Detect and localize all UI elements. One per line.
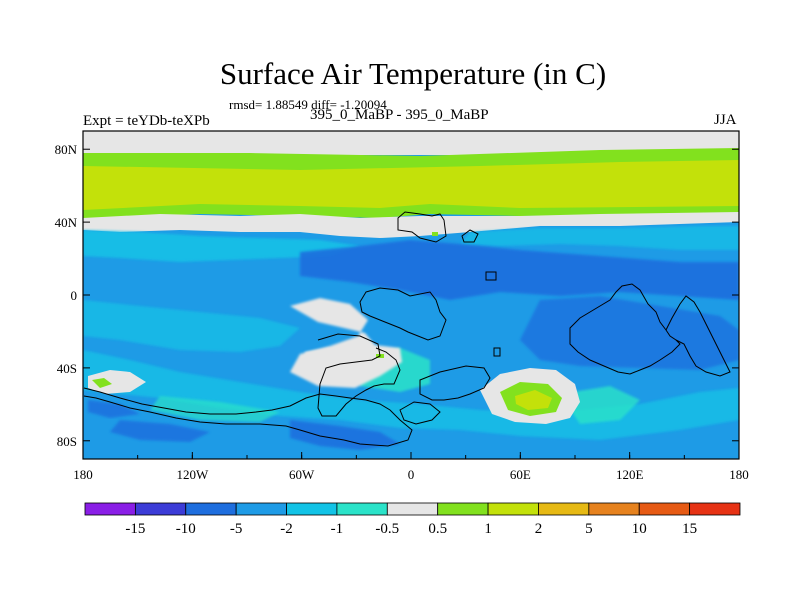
colorbar-swatch bbox=[386, 502, 439, 516]
outline-south-continent-mid bbox=[419, 365, 491, 401]
colorbar-swatch bbox=[235, 502, 287, 516]
lon-tick-label: 60W bbox=[289, 467, 315, 482]
field-cyan-southern-ocean bbox=[83, 350, 739, 440]
lon-tick-label: 120W bbox=[176, 467, 209, 482]
field-white-southwest bbox=[88, 370, 146, 394]
outline-southern-landmass bbox=[83, 387, 413, 447]
field-teal-indian bbox=[560, 386, 640, 424]
longitude-axis: 180 120W 60W 0 60E 120E 180 bbox=[73, 452, 749, 482]
colorbar-label: 2 bbox=[535, 521, 543, 537]
chart-title: Surface Air Temperature (in C) bbox=[219, 56, 607, 91]
experiment-label: Expt = teYDb-teXPb bbox=[83, 113, 210, 129]
colorbar-swatch bbox=[638, 502, 691, 516]
lat-tick-label: 80N bbox=[55, 142, 78, 157]
lat-tick-label: 40N bbox=[55, 215, 78, 230]
lon-tick-label: 180 bbox=[73, 467, 93, 482]
field-darkblue-indian bbox=[520, 296, 739, 370]
lat-tick-label: 80S bbox=[57, 434, 77, 449]
colorbar-label: 15 bbox=[682, 521, 697, 537]
colorbar-label: -1 bbox=[331, 521, 344, 537]
field-darkblue-south-1 bbox=[290, 420, 400, 450]
latitude-axis: 80N 40N 0 40S 80S bbox=[55, 142, 739, 449]
field-green-band-bottom bbox=[83, 204, 739, 220]
colorbar-label: -0.5 bbox=[375, 521, 399, 537]
colorbar-swatch bbox=[134, 502, 187, 516]
colorbar-swatch bbox=[84, 502, 136, 516]
outline-south-island-3 bbox=[399, 401, 441, 425]
lon-tick-label: 120E bbox=[616, 467, 644, 482]
colorbar-swatch bbox=[336, 502, 388, 516]
outline-south-continent-west bbox=[317, 333, 401, 417]
field-darkblue-south-2 bbox=[110, 420, 210, 442]
colorbar-label: 10 bbox=[632, 521, 647, 537]
lon-tick-label: 60E bbox=[510, 467, 531, 482]
subtitle-label: 395_0_MaBP - 395_0_MaBP bbox=[310, 107, 489, 123]
stats-label: rmsd= 1.88549 diff= -1.20094 bbox=[229, 97, 387, 112]
outline-east-continent-2 bbox=[665, 295, 731, 377]
outline-north-continent bbox=[397, 211, 447, 243]
outline-island-2 bbox=[485, 271, 497, 281]
outline-central-continent bbox=[359, 287, 447, 341]
lat-tick-label: 0 bbox=[71, 288, 78, 303]
field-cyan-north bbox=[83, 230, 360, 262]
colorbar-swatch bbox=[437, 502, 489, 516]
colorbar-swatch bbox=[538, 502, 590, 516]
field-yellow-south-indian bbox=[515, 390, 552, 410]
field-speck-2 bbox=[432, 232, 438, 236]
season-label: JJA bbox=[714, 112, 737, 128]
colorbar-label: -2 bbox=[280, 521, 293, 537]
colorbar-label: -10 bbox=[176, 521, 196, 537]
field-darkblue-south-3 bbox=[88, 400, 140, 418]
outline-island-4 bbox=[493, 347, 501, 357]
field-cyan-pacific bbox=[83, 300, 300, 352]
lat-tick-label: 40S bbox=[57, 361, 77, 376]
outline-north-island-1 bbox=[461, 229, 479, 243]
colorbar-label: -15 bbox=[125, 521, 145, 537]
temperature-field bbox=[83, 131, 739, 459]
lon-tick-label: 0 bbox=[408, 467, 415, 482]
field-white-band bbox=[83, 212, 739, 238]
field-white-atlantic bbox=[305, 348, 345, 380]
field-yellowgreen-band bbox=[83, 160, 739, 214]
colorbar-label: 0.5 bbox=[428, 521, 447, 537]
lon-tick-label: 180 bbox=[729, 467, 749, 482]
field-cyan-northeast bbox=[460, 226, 739, 250]
colorbar-swatch bbox=[487, 502, 539, 516]
colorbar-swatch bbox=[185, 502, 237, 516]
colorbar-label: -5 bbox=[230, 521, 243, 537]
colorbar-swatch bbox=[286, 502, 338, 516]
colorbar-label: 1 bbox=[484, 521, 492, 537]
colorbar: -15 -10 -5 -2 -1 -0.5 0.5 1 2 5 10 15 bbox=[84, 502, 741, 537]
colorbar-swatch bbox=[689, 502, 741, 516]
outline-east-continent bbox=[569, 283, 681, 375]
colorbar-swatch bbox=[588, 502, 640, 516]
field-teal-pacific bbox=[150, 396, 280, 422]
field-green-southwest bbox=[92, 378, 112, 388]
land-outlines bbox=[83, 211, 731, 447]
colorbar-label: 5 bbox=[585, 521, 593, 537]
